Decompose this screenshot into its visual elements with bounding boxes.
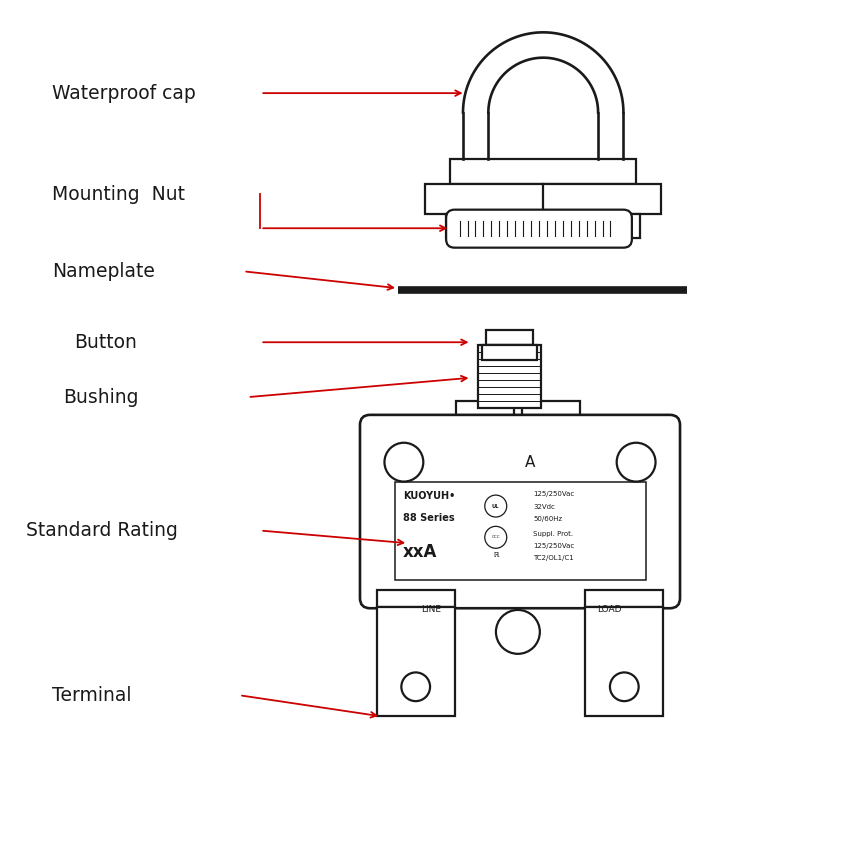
Text: Bushing: Bushing — [64, 388, 139, 406]
Text: 32Vdc: 32Vdc — [534, 504, 555, 510]
Bar — [478, 359, 541, 366]
Text: 125/250Vac: 125/250Vac — [534, 490, 575, 497]
Circle shape — [401, 672, 430, 701]
FancyBboxPatch shape — [446, 210, 632, 247]
Text: Button: Button — [75, 332, 138, 352]
Text: 125/250Vac: 125/250Vac — [534, 543, 575, 549]
Text: ℝ: ℝ — [493, 552, 498, 558]
Bar — [478, 373, 541, 380]
Bar — [478, 345, 541, 352]
Bar — [478, 352, 541, 359]
Text: LINE: LINE — [421, 605, 441, 614]
Text: TC2/OL1/C1: TC2/OL1/C1 — [534, 555, 574, 561]
Bar — [482, 345, 537, 360]
Text: KUOYUH•: KUOYUH• — [403, 490, 456, 501]
Circle shape — [610, 672, 638, 701]
Bar — [377, 590, 455, 607]
Text: CCC: CCC — [491, 536, 500, 539]
Text: xxA: xxA — [403, 543, 438, 561]
Bar — [478, 380, 541, 387]
Bar — [478, 394, 541, 401]
Bar — [377, 607, 455, 717]
Circle shape — [617, 443, 655, 482]
Circle shape — [484, 495, 507, 517]
Text: Waterproof cap: Waterproof cap — [52, 83, 196, 103]
Circle shape — [484, 526, 507, 548]
Bar — [450, 159, 636, 184]
Bar — [456, 401, 513, 425]
Bar — [486, 330, 533, 345]
Text: Standard Rating: Standard Rating — [26, 521, 178, 540]
Text: Suppl. Prot.: Suppl. Prot. — [534, 531, 574, 537]
Text: 50/60Hz: 50/60Hz — [534, 516, 563, 522]
FancyBboxPatch shape — [360, 415, 680, 609]
Bar — [478, 345, 541, 408]
Bar — [478, 387, 541, 394]
Bar — [425, 184, 661, 214]
Text: LOAD: LOAD — [597, 605, 621, 614]
Bar — [522, 401, 580, 425]
Bar — [478, 401, 541, 408]
Text: UL: UL — [492, 503, 500, 508]
Text: Terminal: Terminal — [52, 686, 131, 705]
Circle shape — [384, 443, 423, 482]
Bar — [478, 366, 541, 373]
Text: 88 Series: 88 Series — [403, 513, 455, 523]
Text: Nameplate: Nameplate — [52, 262, 155, 280]
Circle shape — [496, 610, 540, 654]
Bar — [586, 607, 663, 717]
Bar — [395, 483, 646, 580]
Text: A: A — [525, 455, 536, 470]
Bar — [446, 214, 640, 237]
Bar — [586, 590, 663, 607]
Text: Mounting  Nut: Mounting Nut — [52, 185, 184, 204]
